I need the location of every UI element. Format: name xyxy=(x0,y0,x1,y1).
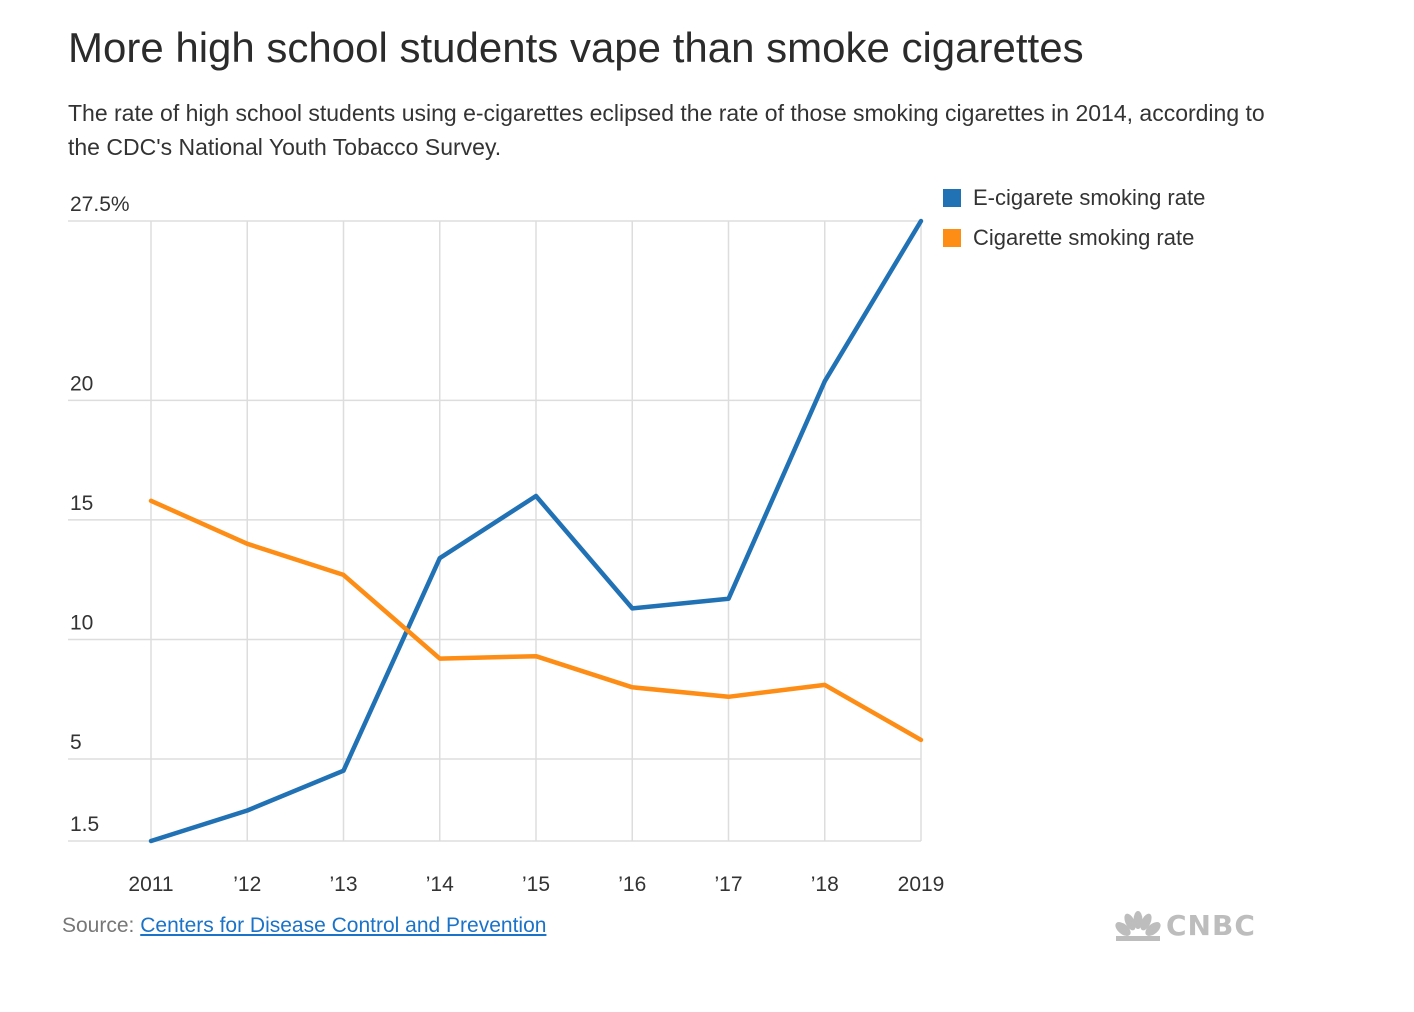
source-label: Source: xyxy=(62,914,135,937)
legend-label-ecig: E-cigarete smoking rate xyxy=(973,185,1206,210)
legend-item-ecig: E-cigarete smoking rate xyxy=(943,183,1243,213)
source-link[interactable]: Centers for Disease Control and Preventi… xyxy=(140,914,547,937)
legend-swatch-ecig xyxy=(943,189,961,207)
x-tick-label: ’14 xyxy=(426,873,454,896)
x-tick-label: 2011 xyxy=(128,873,173,896)
y-tick-label: 1.5 xyxy=(70,813,99,836)
legend: E-cigarete smoking rate Cigarette smokin… xyxy=(943,183,1243,263)
x-tick-label: ’15 xyxy=(522,873,550,896)
y-tick-label: 27.5% xyxy=(70,193,130,216)
y-tick-label: 5 xyxy=(70,731,82,754)
y-tick-label: 15 xyxy=(70,492,93,515)
x-tick-label: 2019 xyxy=(898,873,945,896)
y-tick-label: 10 xyxy=(70,611,93,634)
x-tick-label: ’12 xyxy=(233,873,261,896)
cig-series-line xyxy=(148,498,924,743)
x-tick-label: ’16 xyxy=(618,873,646,896)
source-note: Source: Centers for Disease Control and … xyxy=(62,914,546,938)
x-tick-label: ’17 xyxy=(714,873,742,896)
y-tick-label: 20 xyxy=(70,372,93,395)
logo-text: CNBC xyxy=(1166,909,1256,942)
chart-subtitle: The rate of high school students using e… xyxy=(68,100,1265,160)
cnbc-logo: CNBC xyxy=(1114,909,1256,942)
x-tick-label: ’13 xyxy=(329,873,357,896)
ecig-series-line xyxy=(148,218,924,844)
legend-swatch-cig xyxy=(943,229,961,247)
legend-item-cig: Cigarette smoking rate xyxy=(943,223,1243,253)
chart-title: More high school students vape than smok… xyxy=(68,24,1084,71)
peacock-icon xyxy=(1115,910,1161,941)
x-tick-label: ’18 xyxy=(811,873,839,896)
legend-label-cig: Cigarette smoking rate xyxy=(973,225,1195,250)
